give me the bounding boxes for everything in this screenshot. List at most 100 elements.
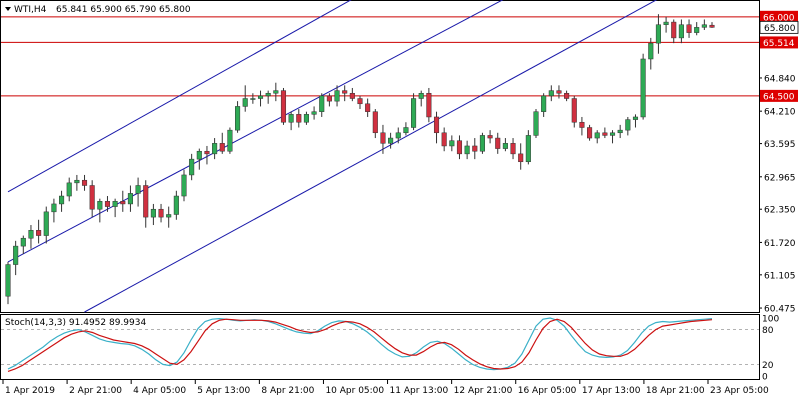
candle [678, 19, 684, 44]
time-label: 12 Apr 21:00 [454, 386, 513, 396]
candle [388, 132, 394, 149]
candle-body [51, 203, 57, 213]
candle-body [74, 179, 80, 184]
price-label: 60.475 [764, 305, 796, 315]
candle-body [81, 179, 88, 186]
candle-body [242, 98, 248, 107]
candle [671, 19, 677, 44]
channel-line [7, 0, 504, 263]
candle [150, 203, 156, 226]
candle-body [388, 137, 394, 144]
symbol-title: WTI,H4 [14, 5, 47, 15]
candle [380, 124, 386, 154]
candle [120, 190, 126, 212]
candle [602, 127, 608, 139]
candle [235, 101, 241, 133]
candle [556, 85, 562, 99]
triangle-down-icon[interactable] [5, 7, 11, 11]
price-label: 62.350 [764, 206, 796, 216]
time-label: 11 Apr 13:00 [390, 386, 449, 396]
candle [250, 93, 256, 104]
candle [303, 111, 309, 125]
candle [166, 206, 172, 228]
time-label: 1 Apr 2019 [5, 386, 55, 396]
candle [143, 180, 149, 228]
candle [587, 124, 593, 141]
candle [296, 109, 302, 128]
candle-body [342, 90, 348, 94]
price-label: 62.965 [764, 173, 796, 183]
candle-body [59, 195, 65, 205]
price-label: 63.595 [764, 140, 796, 150]
level-tag-label: 64.500 [763, 92, 795, 102]
candle-body [648, 42, 654, 60]
candle [411, 93, 417, 131]
candle [349, 87, 355, 102]
candle-body [617, 129, 623, 134]
candle [709, 22, 715, 28]
candle-body [609, 132, 616, 136]
candle-body [158, 208, 164, 218]
candle-body [235, 106, 241, 131]
candle [204, 145, 210, 165]
candle [449, 135, 455, 152]
candle [104, 196, 111, 212]
candle-body [533, 111, 539, 136]
candle [487, 130, 493, 144]
time-label: 4 Apr 05:00 [133, 386, 186, 396]
candle-body [525, 135, 531, 163]
time-label: 8 Apr 21:00 [261, 386, 314, 396]
candle [342, 85, 348, 102]
price-label: 64.840 [764, 74, 796, 84]
candle-body [20, 237, 26, 247]
candle-body [418, 92, 424, 99]
candle-body [196, 150, 202, 160]
price-pane[interactable] [0, 0, 760, 313]
candle [365, 98, 371, 117]
candle-body [357, 98, 363, 105]
candle [311, 106, 317, 120]
time-label: 5 Apr 13:00 [197, 386, 250, 396]
candle [548, 85, 554, 102]
osc-axis-label: 100 [762, 315, 779, 325]
candle-body [349, 92, 355, 99]
candle [594, 130, 600, 144]
candle-body [288, 114, 294, 123]
price-label: 61.105 [764, 271, 796, 281]
candle [288, 111, 294, 131]
stochastic-oscillator [1, 317, 759, 372]
candle-body [602, 132, 608, 136]
candle [456, 135, 463, 160]
oscillator-pane[interactable] [0, 314, 760, 380]
candle-body [89, 185, 95, 210]
horizontal-levels [1, 16, 759, 97]
candle [426, 87, 432, 123]
time-label: 2 Apr 21:00 [69, 386, 122, 396]
candle-body [120, 201, 126, 205]
candle [518, 143, 524, 170]
osc-axis-label: 0 [762, 373, 768, 383]
candle [495, 132, 501, 154]
candle [89, 180, 95, 218]
candle [265, 90, 271, 104]
candle [609, 130, 616, 144]
candle [173, 190, 179, 220]
candle [20, 235, 26, 255]
candle [533, 109, 539, 139]
candle-body [663, 21, 669, 25]
candle-body [296, 114, 302, 123]
candle [579, 116, 585, 136]
candle [418, 90, 424, 107]
candle-body [104, 201, 111, 207]
candle [326, 93, 332, 107]
candle [181, 169, 187, 202]
candle [212, 138, 218, 160]
candle-body [671, 21, 677, 39]
level-tag-bg [760, 10, 798, 23]
candle-body [487, 135, 493, 139]
candle [127, 185, 133, 212]
candle-body [548, 90, 554, 97]
candle [395, 127, 401, 144]
price-label: 61.720 [764, 239, 796, 249]
